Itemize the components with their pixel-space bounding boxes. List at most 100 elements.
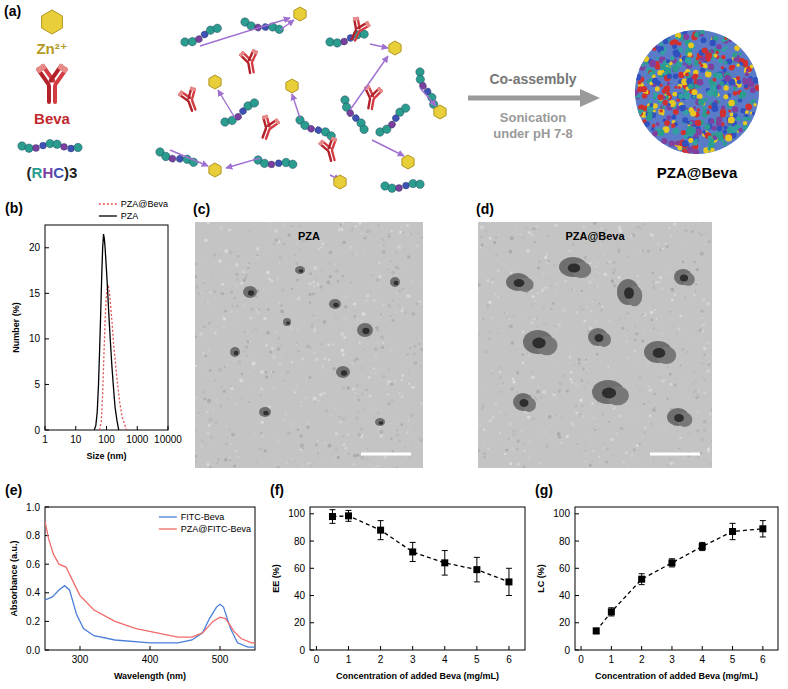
tem-grain [260, 345, 262, 347]
tem-grain [205, 339, 207, 341]
tem-grain [277, 277, 279, 279]
tem-grain [499, 371, 502, 374]
component-label: (RHC)3 [27, 164, 78, 181]
tem-grain [638, 389, 642, 393]
nanoparticle-speck [702, 106, 706, 110]
tem-grain [265, 375, 268, 378]
tem-grain [382, 375, 385, 378]
tem-grain [510, 272, 512, 274]
tem-grain [339, 416, 343, 420]
tem-grain [343, 417, 347, 421]
tem-grain [208, 350, 210, 352]
tem-grain [283, 243, 285, 245]
nanoparticle-speck [641, 86, 647, 92]
tem-grain [260, 387, 263, 390]
nanoparticle-speck [753, 103, 756, 106]
tem-grain [308, 376, 311, 379]
zinc-ion [334, 175, 346, 189]
tem-grain [703, 347, 706, 350]
tem-grain [249, 425, 251, 427]
peptide-bead [325, 130, 336, 141]
tem-grain [576, 443, 578, 445]
tem-grain [313, 286, 315, 288]
tem-grain [401, 227, 403, 229]
tem-grain [314, 401, 316, 403]
tem-grain [353, 454, 357, 458]
tem-grain [343, 241, 346, 244]
tem-grain [204, 326, 206, 328]
tem-grain [375, 321, 377, 323]
tem-grain [531, 321, 534, 324]
antibody-part [274, 118, 280, 125]
tem-particle [230, 347, 240, 357]
tem-grain [217, 462, 219, 464]
tem-grain [197, 233, 199, 235]
tem-grain [674, 230, 677, 233]
tem-grain [572, 243, 574, 245]
tem-grain [557, 413, 560, 416]
nanoparticle-speck [723, 142, 727, 146]
tem-image [478, 222, 712, 468]
tem-grain [571, 381, 573, 383]
tem-grain [505, 342, 507, 344]
tem-grain [366, 419, 367, 420]
nanoparticle-speck [716, 44, 722, 50]
tem-grain [408, 370, 409, 371]
tem-grain [672, 325, 673, 326]
tem-grain [611, 279, 615, 283]
tem-grain [408, 222, 411, 224]
tem-texture [478, 222, 712, 468]
tem-grain [197, 331, 199, 333]
peptide-bead [306, 124, 315, 133]
antibody-part [190, 86, 197, 91]
coordination-arrow [372, 140, 404, 156]
tem-grain [633, 350, 636, 353]
tem-grain [639, 443, 641, 445]
tem-grain [497, 332, 499, 334]
nanoparticle-speck [681, 29, 687, 35]
tem-grain [225, 442, 229, 446]
tem-grain [392, 450, 394, 452]
peptide-bead [40, 142, 47, 149]
tem-grain [531, 452, 533, 454]
tem-grain [378, 261, 381, 264]
tem-grain [377, 224, 380, 227]
tem-grain [353, 302, 357, 306]
tem-grain [399, 285, 401, 287]
tem-grain [290, 423, 292, 425]
peptide-bead [74, 143, 82, 151]
nanoparticle-speck [671, 115, 676, 120]
tem-grain [284, 420, 286, 422]
tem-grain [361, 456, 365, 460]
tem-grain [235, 450, 237, 452]
nanoparticle-speck [652, 47, 656, 51]
tem-grain [305, 376, 308, 379]
tem-grain [373, 462, 374, 463]
tem-grain [210, 328, 211, 329]
tem-grain [360, 319, 364, 323]
tem-grain [695, 379, 697, 381]
nanoparticle-speck [667, 74, 672, 79]
tem-grain [309, 462, 312, 465]
tem-grain [412, 312, 416, 316]
tem-grain [586, 307, 589, 310]
tem-grain [274, 238, 278, 242]
tem-grain [494, 294, 497, 297]
tem-grain [314, 351, 316, 353]
nanoparticle-speck [751, 99, 756, 104]
tem-grain [600, 431, 602, 433]
tem-grain [204, 367, 206, 369]
tem-grain [309, 301, 312, 304]
tem-grain [206, 432, 207, 433]
nanoparticle-speck [707, 90, 714, 97]
peptide-chain [154, 144, 199, 171]
tem-grain [370, 408, 372, 410]
tem-grain [352, 254, 353, 255]
antibody-part [35, 63, 47, 74]
tem-grain [636, 444, 639, 447]
tem-grain [334, 407, 337, 410]
tem-grain [594, 429, 596, 431]
tem-grain [679, 315, 682, 318]
tem-grain [240, 282, 243, 285]
tem-grain [337, 240, 339, 242]
